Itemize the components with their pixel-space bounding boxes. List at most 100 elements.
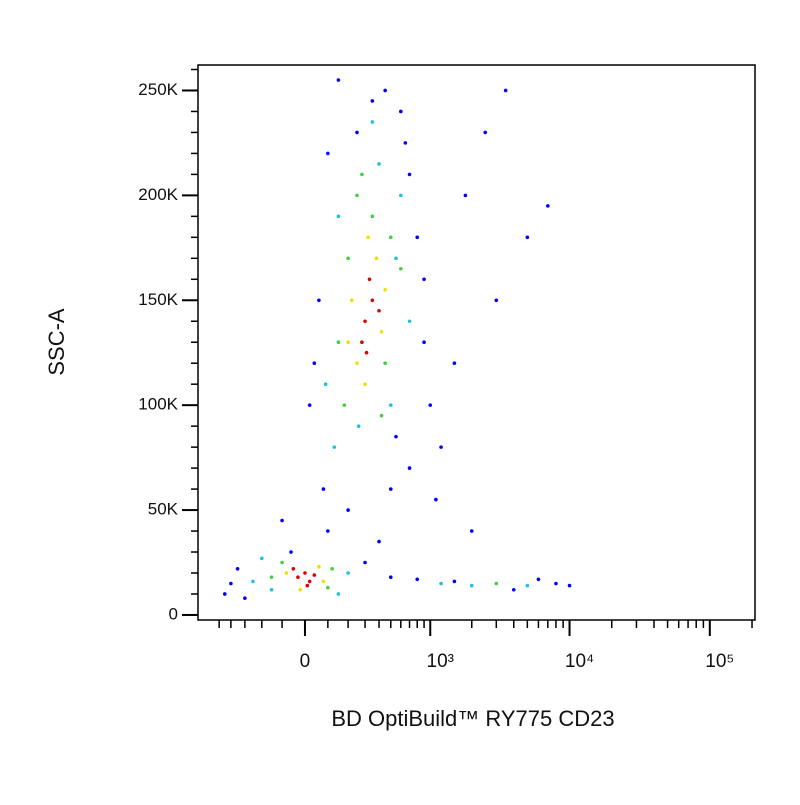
- data-point: [379, 329, 384, 334]
- data-point: [407, 172, 412, 177]
- data-point: [321, 579, 326, 584]
- data-point: [336, 78, 341, 82]
- data-point: [269, 575, 274, 580]
- data-point: [363, 319, 367, 324]
- data-point: [363, 382, 367, 386]
- data-point: [377, 308, 381, 313]
- data-point: [349, 298, 354, 303]
- data-point: [399, 109, 403, 114]
- data-point: [356, 424, 361, 428]
- data-point: [554, 581, 558, 586]
- data-point: [222, 592, 227, 596]
- y-tick-label: 0: [169, 604, 178, 623]
- y-tick-label: 200K: [138, 185, 178, 204]
- data-point: [312, 573, 317, 577]
- data-point: [367, 277, 372, 282]
- data-point: [321, 487, 326, 491]
- data-point: [536, 577, 541, 582]
- data-point: [235, 567, 240, 571]
- data-point: [428, 403, 433, 407]
- data-point: [463, 193, 468, 198]
- data-point: [407, 466, 412, 470]
- data-point: [370, 298, 375, 303]
- data-point: [307, 403, 312, 407]
- data-point: [323, 382, 328, 386]
- data-point: [332, 445, 337, 449]
- data-point: [355, 361, 359, 366]
- data-point: [388, 235, 393, 240]
- x-tick-label: 0: [300, 651, 311, 672]
- data-point: [399, 267, 403, 271]
- data-point: [303, 571, 307, 575]
- data-point: [284, 571, 289, 575]
- data-point: [407, 319, 412, 324]
- data-point: [383, 88, 387, 93]
- data-point: [469, 583, 474, 588]
- data-point: [363, 560, 367, 565]
- data-point: [377, 539, 381, 544]
- data-point: [415, 577, 420, 582]
- data-point: [296, 575, 300, 580]
- data-point: [374, 256, 379, 261]
- x-tick-label: 10⁵: [705, 651, 734, 672]
- data-point: [394, 256, 398, 261]
- data-point: [494, 298, 499, 303]
- data-point: [415, 235, 420, 240]
- data-point: [336, 340, 341, 345]
- data-point: [394, 434, 398, 439]
- data-point: [342, 403, 347, 407]
- data-point: [317, 298, 321, 303]
- data-point: [298, 587, 303, 592]
- data-point: [336, 214, 341, 219]
- data-point: [388, 487, 393, 491]
- data-point: [452, 579, 457, 584]
- data-point: [546, 204, 550, 208]
- data-point: [483, 130, 488, 135]
- data-point: [229, 581, 233, 586]
- data-point: [336, 592, 341, 596]
- data-point: [355, 193, 359, 198]
- data-point: [567, 583, 572, 588]
- data-point: [383, 361, 387, 366]
- data-point: [494, 581, 499, 586]
- data-point: [326, 585, 330, 590]
- data-point: [383, 287, 387, 292]
- data-point: [525, 235, 530, 240]
- data-point: [525, 583, 530, 588]
- data-point: [289, 550, 293, 554]
- y-tick-label: 50K: [148, 500, 179, 519]
- data-point: [364, 350, 369, 355]
- data-point: [307, 579, 312, 584]
- y-tick-label: 250K: [138, 80, 178, 99]
- data-point: [434, 497, 438, 502]
- data-point: [370, 99, 375, 103]
- y-axis-label: SSC-A: [44, 308, 69, 376]
- data-point: [503, 88, 508, 93]
- data-point: [260, 556, 264, 561]
- data-point: [422, 277, 426, 282]
- data-point: [251, 579, 255, 584]
- data-point: [280, 560, 284, 565]
- data-point: [346, 571, 350, 575]
- data-point: [312, 361, 317, 366]
- data-point: [469, 529, 474, 533]
- data-point: [305, 583, 310, 588]
- data-point: [399, 193, 403, 198]
- data-point: [280, 518, 284, 523]
- data-point: [317, 564, 321, 569]
- data-point: [388, 403, 393, 407]
- y-tick-label: 100K: [138, 395, 178, 414]
- data-point: [346, 508, 350, 512]
- data-point: [403, 141, 408, 145]
- data-point: [269, 587, 274, 592]
- data-point: [366, 235, 370, 240]
- data-point: [360, 172, 364, 177]
- data-point: [360, 340, 364, 345]
- data-point: [388, 575, 393, 580]
- data-point: [243, 596, 247, 600]
- data-point: [379, 413, 384, 418]
- data-point: [326, 151, 330, 156]
- data-point: [326, 529, 330, 533]
